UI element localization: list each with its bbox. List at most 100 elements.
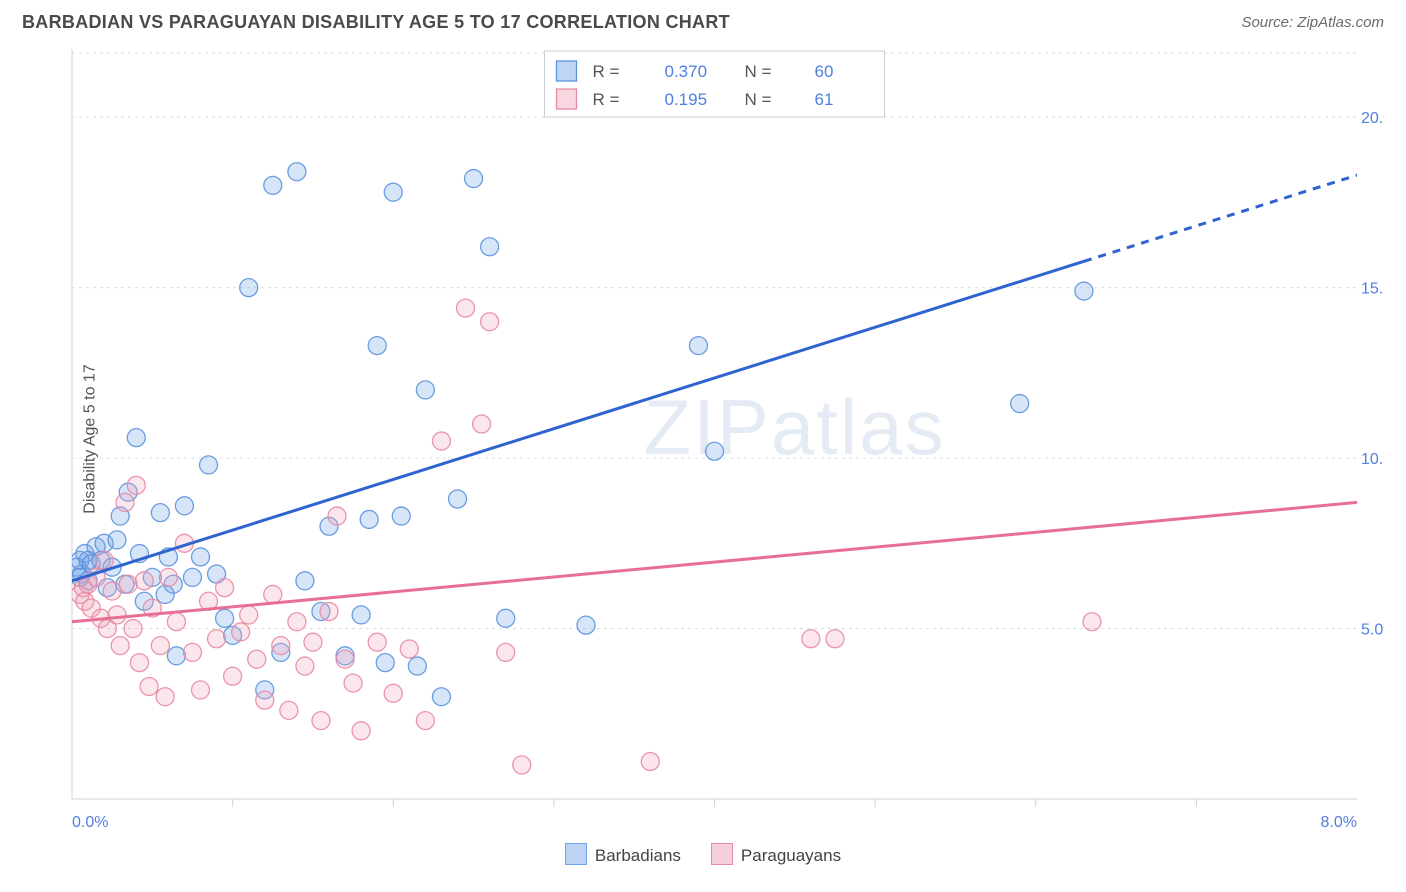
data-point	[368, 633, 386, 651]
data-point	[208, 630, 226, 648]
svg-text:0.195: 0.195	[665, 90, 708, 109]
data-point	[457, 299, 475, 317]
data-point	[108, 531, 126, 549]
data-point	[706, 442, 724, 460]
data-point	[376, 654, 394, 672]
source-label: Source: ZipAtlas.com	[1241, 14, 1384, 31]
data-point	[1075, 282, 1093, 300]
svg-text:N =: N =	[745, 90, 772, 109]
data-point	[1083, 613, 1101, 631]
data-point	[232, 623, 250, 641]
y-tick-label: 15.0%	[1361, 281, 1384, 298]
data-point	[288, 163, 306, 181]
data-point	[130, 654, 148, 672]
data-point	[577, 616, 595, 634]
data-point	[288, 613, 306, 631]
data-point	[416, 712, 434, 730]
data-point	[140, 678, 158, 696]
data-point	[432, 432, 450, 450]
legend-swatch	[565, 843, 587, 865]
legend-item: Paraguayans	[711, 843, 841, 866]
data-point	[384, 183, 402, 201]
data-point	[151, 504, 169, 522]
y-tick-label: 20.0%	[1361, 110, 1384, 127]
data-point	[156, 688, 174, 706]
data-point	[400, 640, 418, 658]
trend-line-dashed	[1084, 175, 1357, 261]
data-point	[280, 701, 298, 719]
data-point	[240, 279, 258, 297]
data-point	[159, 568, 177, 586]
data-point	[127, 429, 145, 447]
x-tick-label-left: 0.0%	[72, 814, 108, 831]
svg-text:61: 61	[815, 90, 834, 109]
data-point	[111, 637, 129, 655]
data-point	[119, 575, 137, 593]
data-point	[449, 490, 467, 508]
data-point	[296, 657, 314, 675]
data-point	[183, 568, 201, 586]
data-point	[392, 507, 410, 525]
data-point	[200, 456, 218, 474]
data-point	[320, 603, 338, 621]
data-point	[344, 674, 362, 692]
legend-item: Barbadians	[565, 843, 681, 866]
data-point	[360, 510, 378, 528]
x-tick-label-right: 8.0%	[1321, 814, 1357, 831]
data-point	[108, 606, 126, 624]
data-point	[248, 650, 266, 668]
data-point	[352, 606, 370, 624]
data-point	[1011, 395, 1029, 413]
data-point	[384, 684, 402, 702]
data-point	[473, 415, 491, 433]
data-point	[497, 609, 515, 627]
page-title: BARBADIAN VS PARAGUAYAN DISABILITY AGE 5…	[22, 12, 730, 33]
data-point	[240, 606, 258, 624]
data-point	[272, 637, 290, 655]
legend-top: R = 0.370 N = 60 R = 0.195 N = 61	[545, 51, 885, 117]
data-point	[368, 337, 386, 355]
data-point	[167, 647, 185, 665]
legend-bottom: Barbadians Paraguayans	[0, 843, 1406, 866]
watermark: ZIPatlas	[643, 383, 945, 471]
data-point	[256, 691, 274, 709]
svg-text:R =: R =	[593, 62, 620, 81]
data-point	[183, 643, 201, 661]
data-point	[513, 756, 531, 774]
svg-text:R =: R =	[593, 90, 620, 109]
data-point	[192, 548, 210, 566]
data-point	[124, 620, 142, 638]
data-point	[481, 238, 499, 256]
y-axis-label: Disability Age 5 to 17	[82, 364, 100, 513]
data-point	[175, 497, 193, 515]
legend-label: Paraguayans	[741, 846, 841, 865]
data-point	[432, 688, 450, 706]
data-point	[95, 551, 113, 569]
data-point	[497, 643, 515, 661]
data-point	[465, 170, 483, 188]
data-point	[481, 313, 499, 331]
data-point	[304, 633, 322, 651]
correlation-chart: 5.0%10.0%15.0%20.0%0.0%8.0%ZIPatlasR =0.…	[22, 39, 1384, 839]
svg-text:60: 60	[815, 62, 834, 81]
y-tick-label: 10.0%	[1361, 451, 1384, 468]
chart-container: Disability Age 5 to 17 5.0%10.0%15.0%20.…	[22, 39, 1384, 839]
data-point	[802, 630, 820, 648]
data-point	[408, 657, 426, 675]
data-point	[336, 650, 354, 668]
data-point	[416, 381, 434, 399]
data-point	[328, 507, 346, 525]
data-point	[264, 176, 282, 194]
data-point	[296, 572, 314, 590]
data-point	[167, 613, 185, 631]
svg-text:0.370: 0.370	[665, 62, 708, 81]
svg-text:N =: N =	[745, 62, 772, 81]
data-point	[826, 630, 844, 648]
data-point	[216, 579, 234, 597]
series-paraguayans	[71, 299, 1101, 774]
legend-label: Barbadians	[595, 846, 681, 865]
data-point	[689, 337, 707, 355]
data-point	[116, 493, 134, 511]
data-point	[103, 582, 121, 600]
data-point	[352, 722, 370, 740]
